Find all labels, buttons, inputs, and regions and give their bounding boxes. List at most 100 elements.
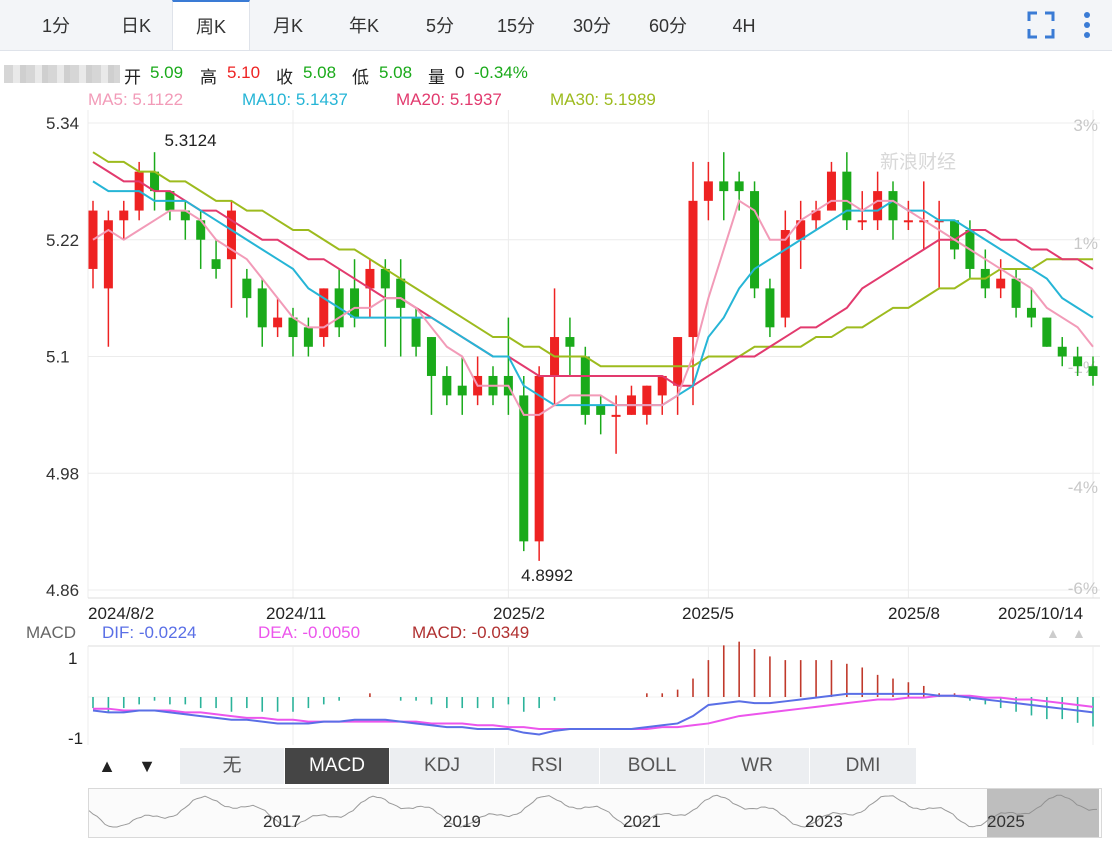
candle-body (965, 230, 975, 269)
y-tick-label: 4.86 (46, 581, 79, 600)
candle-body (88, 210, 98, 269)
candle-body (611, 414, 621, 417)
candle-body (857, 220, 867, 223)
candle-body (442, 375, 452, 396)
period-tabbar: 1分 日K 周K 月K 年K 5分 15分 30分 60分 4H (0, 0, 1112, 51)
pct-tick-label: 3% (1073, 116, 1098, 135)
candle-body (257, 288, 267, 328)
navigator-year-label: 2019 (443, 812, 481, 831)
ma5-legend: MA5: 5.1122 (88, 90, 184, 109)
candle-body (873, 191, 883, 221)
ma30-legend: MA30: 5.1989 (550, 90, 656, 109)
pct-tick-label: -4% (1068, 478, 1098, 497)
macd-name: MACD (26, 623, 76, 642)
ma10-legend: MA10: 5.1437 (242, 90, 348, 109)
scroll-down-button[interactable]: ▼ (128, 748, 166, 784)
candle-body (1073, 356, 1083, 367)
macd-value-legend: MACD: -0.0349 (412, 623, 529, 642)
tab-日K[interactable]: 日K (120, 16, 151, 36)
candle-body (473, 375, 483, 396)
indicator-tab-boll[interactable]: BOLL (600, 748, 705, 784)
open-label: 开 (124, 68, 141, 87)
candle-body (196, 220, 206, 240)
navigator-chart[interactable]: 2017 2019 2021 2023 2025 (88, 789, 1101, 837)
fullscreen-icon[interactable] (1024, 8, 1058, 42)
tab-月K[interactable]: 月K (272, 16, 303, 36)
ma10-line (92, 180, 1094, 407)
navigator-line (88, 794, 1098, 828)
candle-body (550, 337, 560, 376)
y-tick-label: 5.22 (46, 231, 79, 250)
tab-60分[interactable]: 60分 (648, 16, 688, 36)
candle-body (211, 259, 221, 269)
candle-body (350, 288, 360, 318)
candle-body (780, 230, 790, 318)
navigator-year-label: 2021 (623, 812, 661, 831)
candle-body (688, 200, 698, 338)
candle-body (519, 395, 529, 542)
candle-body (580, 356, 590, 415)
change-pct: -0.34% (474, 63, 528, 82)
navigator-year-label: 2023 (805, 812, 843, 831)
scroll-up-button[interactable]: ▲ (88, 748, 126, 784)
dif-line (92, 692, 1094, 736)
candle-body (950, 220, 960, 250)
x-tick-label: 2025/8 (888, 604, 940, 623)
candle-body (734, 181, 744, 192)
indicator-tab-kdj[interactable]: KDJ (390, 748, 495, 784)
high-value: 5.10 (227, 63, 261, 82)
high-label: 高 (200, 68, 217, 87)
pct-tick-label: -6% (1068, 579, 1098, 598)
dea-legend: DEA: -0.0050 (258, 623, 360, 642)
tab-周K[interactable]: 周K (172, 0, 250, 50)
candle-body (426, 337, 436, 376)
high-annotation: 5.3124 (165, 131, 217, 150)
x-tick-label: 2024/11 (266, 604, 326, 623)
indicator-tab-dmi[interactable]: DMI (810, 748, 917, 784)
indicator-tab-wr[interactable]: WR (705, 748, 810, 784)
candle-body (134, 171, 144, 211)
candle-body (719, 181, 729, 192)
candle-body (1026, 307, 1036, 318)
low-value: 5.08 (379, 63, 413, 82)
candle-body (334, 288, 344, 328)
candle-body (165, 191, 175, 211)
more-vertical-icon[interactable] (1070, 8, 1104, 42)
candle-body (626, 395, 636, 415)
candle-body (534, 375, 544, 542)
indicator-tabbar: ▲ ▼ 无 MACD KDJ RSI BOLL WR DMI (88, 748, 1112, 786)
indicator-tab-none[interactable]: 无 (180, 748, 285, 784)
indicator-tab-rsi[interactable]: RSI (495, 748, 600, 784)
candle-body (1088, 366, 1098, 376)
tab-15分[interactable]: 15分 (496, 16, 536, 36)
navigator-selection (987, 789, 1099, 837)
open-value: 5.09 (150, 63, 184, 82)
ma20-legend: MA20: 5.1937 (396, 90, 502, 109)
tab-5分[interactable]: 5分 (425, 16, 454, 36)
candle-body (919, 220, 929, 223)
y-tick-label: 4.98 (46, 464, 79, 483)
range-navigator[interactable]: 2017 2019 2021 2023 2025 (88, 788, 1102, 838)
candle-body (642, 385, 652, 415)
x-tick-label: 2024/8/2 (88, 604, 154, 623)
tab-1分[interactable]: 1分 (41, 16, 70, 36)
candle-body (811, 210, 821, 221)
volume-value: 0 (455, 63, 465, 82)
ma5-line (92, 199, 1094, 416)
tab-30分[interactable]: 30分 (572, 16, 612, 36)
indicator-tab-macd[interactable]: MACD (285, 748, 390, 784)
x-tick-label: 2025/5 (682, 604, 734, 623)
candle-body (411, 317, 421, 347)
tab-4H[interactable]: 4H (732, 16, 756, 36)
candle-body (503, 375, 513, 396)
volume-label: 量 (428, 68, 445, 87)
candle-body (1011, 278, 1021, 308)
candle-body (119, 210, 129, 221)
pct-tick-label: 1% (1073, 234, 1098, 253)
dea-line (93, 694, 1094, 730)
tab-年K[interactable]: 年K (348, 16, 379, 36)
candle-body (103, 220, 113, 289)
candle-body (565, 337, 575, 347)
close-value: 5.08 (303, 63, 337, 82)
